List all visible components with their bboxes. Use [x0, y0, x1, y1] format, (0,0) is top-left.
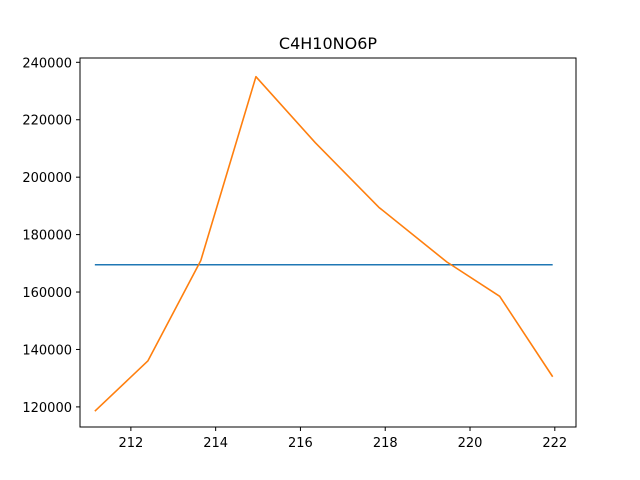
plot-frame [79, 57, 577, 428]
x-tick-label: 216 [288, 436, 313, 451]
x-tick-label: 220 [458, 436, 483, 451]
series-layer [94, 75, 554, 412]
chart-title: C4H10NO6P [279, 34, 377, 53]
y-tick-label: 140000 [22, 343, 72, 358]
y-tick-label: 160000 [22, 286, 72, 301]
x-tick-label: 222 [542, 436, 567, 451]
series-line-2 [94, 75, 554, 412]
y-tick-label: 180000 [22, 229, 72, 244]
y-tick-label: 200000 [22, 171, 72, 186]
y-tick-label: 220000 [22, 114, 72, 129]
x-tick-label: 212 [118, 436, 143, 451]
y-tick-label: 240000 [22, 56, 72, 71]
y-axis: 120000 140000 160000 180000 200000 220000 2400… [22, 56, 80, 416]
x-tick-label: 214 [203, 436, 228, 451]
y-tick-label: 120000 [22, 401, 72, 416]
x-tick-label: 218 [373, 436, 398, 451]
x-axis: 212 214 216 218 220 222 [118, 427, 567, 451]
